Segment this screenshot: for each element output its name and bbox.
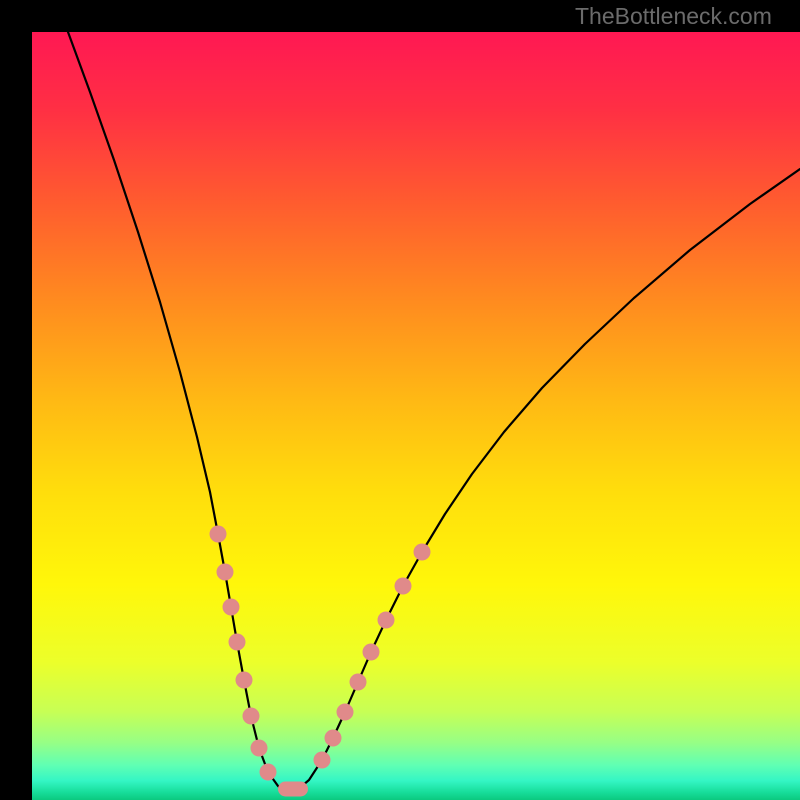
marker-dot [223,599,240,616]
marker-dot [229,634,246,651]
watermark-text: TheBottleneck.com [575,3,772,30]
marker-dot [378,612,395,629]
marker-dot [363,644,380,661]
marker-dot [243,708,260,725]
marker-dot [251,740,268,757]
marker-dot [337,704,354,721]
plot-area [32,32,800,800]
marker-dot [217,564,234,581]
marker-dot [350,674,367,691]
marker-dot [395,578,412,595]
marker-dot [314,752,331,769]
marker-dot [414,544,431,561]
marker-dot [325,730,342,747]
markers-bottom-capsule [278,782,308,797]
marker-dot [260,764,277,781]
marker-dot [210,526,227,543]
marker-dot [236,672,253,689]
gradient-background [32,32,800,800]
plot-svg [32,32,800,800]
